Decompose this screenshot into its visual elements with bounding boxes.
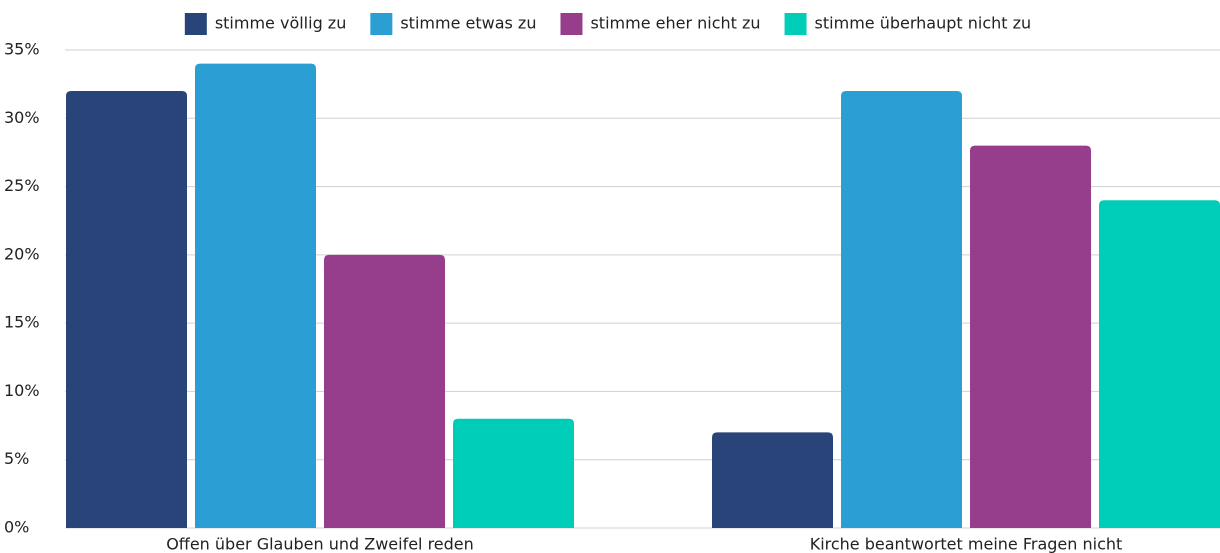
y-tick-label: 10%	[4, 381, 40, 400]
legend-item: stimme eher nicht zu	[590, 14, 760, 33]
legend-item: stimme überhaupt nicht zu	[815, 14, 1032, 33]
x-tick-label: Kirche beantwortet meine Fragen nicht	[810, 535, 1123, 553]
legend-swatch	[184, 13, 207, 35]
y-tick-label: 30%	[4, 108, 40, 127]
legend-swatch	[370, 13, 393, 35]
bar	[841, 90, 962, 528]
legend-label: stimme eher nicht zu	[590, 14, 760, 33]
bar	[66, 90, 187, 528]
legend-swatch	[560, 13, 583, 35]
legend-label: stimme überhaupt nicht zu	[815, 14, 1032, 33]
legend-item: stimme etwas zu	[400, 14, 536, 33]
legend-swatch	[784, 13, 807, 35]
bar	[324, 254, 445, 528]
bar	[1099, 200, 1220, 528]
x-tick-label: Offen über Glauben und Zweifel reden	[166, 535, 474, 553]
bar	[453, 418, 574, 528]
legend-label: stimme etwas zu	[400, 14, 536, 33]
y-tick-label: 5%	[4, 449, 29, 468]
y-tick-label: 0%	[4, 518, 29, 537]
y-tick-label: 20%	[4, 244, 40, 263]
legend-label: stimme völlig zu	[215, 14, 347, 33]
bar	[195, 63, 316, 529]
bar	[970, 145, 1091, 528]
y-tick-label: 15%	[4, 313, 40, 332]
y-tick-label: 35%	[4, 40, 40, 59]
bar	[712, 432, 833, 528]
legend-item: stimme völlig zu	[215, 14, 347, 33]
y-tick-label: 25%	[4, 176, 40, 195]
